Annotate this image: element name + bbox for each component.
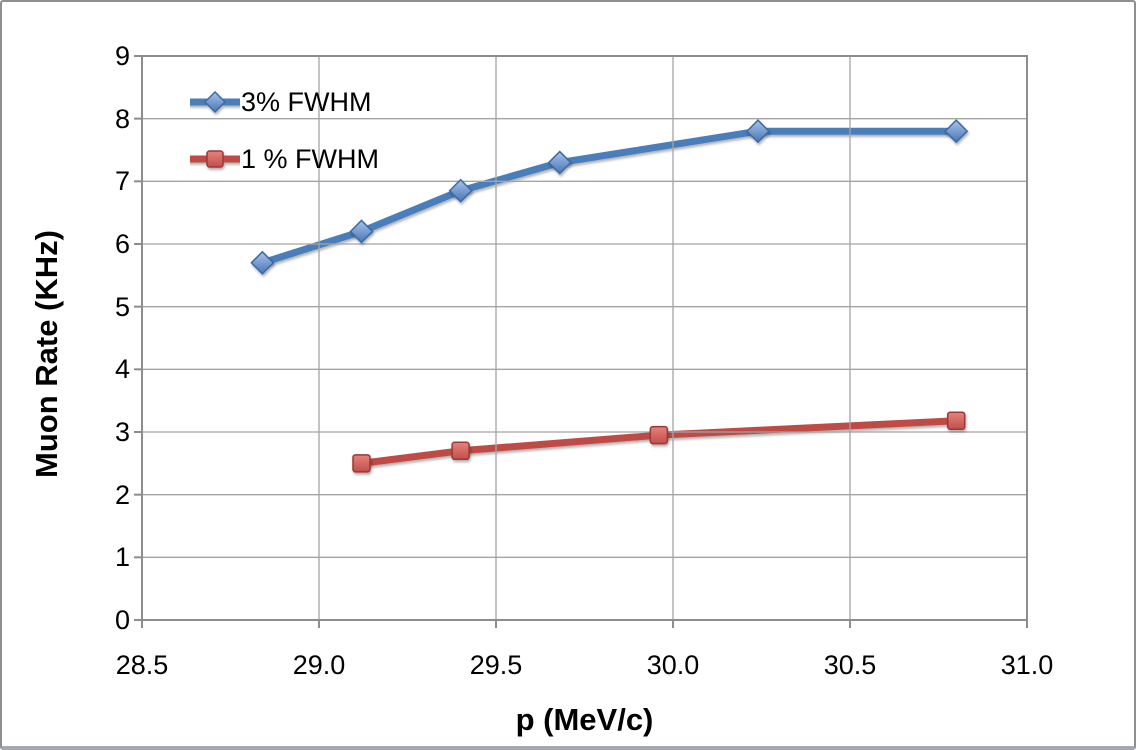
x-tick-label: 31.0	[1000, 650, 1054, 680]
data-point-marker	[448, 178, 473, 203]
y-tick-label: 1	[114, 542, 130, 573]
x-tick-label: 30.5	[823, 650, 877, 680]
data-point-marker	[451, 441, 470, 461]
legend-label-3pct-fwhm: 3% FWHM	[241, 87, 372, 117]
y-axis-title: Muon Rate (KHz)	[29, 230, 64, 478]
plot-border	[141, 55, 1028, 621]
series-markers-0	[250, 119, 969, 275]
series-markers-1	[352, 411, 966, 473]
y-tick-label: 3	[114, 417, 130, 447]
diamond-marker-icon	[190, 90, 240, 114]
y-tick-label: 9	[114, 41, 130, 71]
y-tick-label: 6	[114, 229, 130, 259]
x-tick-label: 29.5	[469, 650, 523, 680]
data-point-marker	[352, 454, 371, 473]
legend-item-3pct-fwhm: 3% FWHM	[190, 86, 379, 118]
data-point-marker	[745, 119, 771, 144]
series-line-0	[258, 127, 960, 267]
data-point-marker	[649, 425, 669, 445]
series-line-1	[357, 417, 960, 467]
x-tick-label: 28.5	[115, 650, 169, 680]
data-point-marker	[349, 219, 374, 244]
y-tick-label: 4	[114, 354, 130, 385]
y-tick-label: 5	[114, 291, 130, 322]
y-tick-label: 2	[114, 479, 130, 510]
x-tick-label: 30.0	[646, 650, 700, 680]
x-tick-label: 29.0	[292, 650, 346, 680]
legend: 3% FWHM 1 % FWHM	[190, 86, 379, 200]
y-tick-label: 0	[114, 605, 130, 635]
data-point-marker	[946, 411, 966, 430]
square-marker-icon	[190, 150, 240, 168]
data-point-marker	[944, 119, 969, 144]
gridlines	[142, 56, 1027, 620]
y-tick-label: 7	[114, 166, 130, 197]
data-point-marker	[547, 150, 572, 175]
legend-item-1pct-fwhm: 1 % FWHM	[190, 143, 379, 175]
legend-label-1pct-fwhm: 1 % FWHM	[241, 144, 379, 174]
axis-ticks	[134, 55, 1028, 628]
y-tick-label: 8	[114, 103, 130, 134]
data-point-marker	[250, 250, 275, 275]
x-axis-title: p (MeV/c)	[515, 702, 654, 737]
